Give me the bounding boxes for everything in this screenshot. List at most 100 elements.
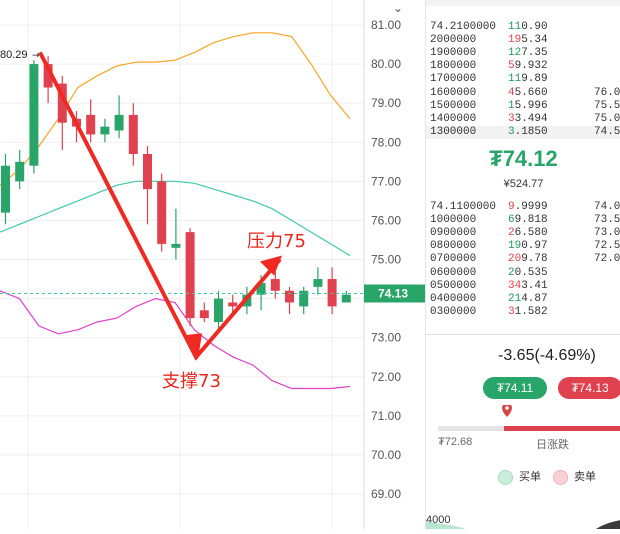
- order-level: 73.0: [594, 227, 620, 240]
- order-price: 0700000: [430, 253, 477, 266]
- candle: [327, 267, 337, 315]
- legend-sell[interactable]: 卖单: [553, 468, 596, 485]
- y-axis-tick-label: 70.00: [371, 448, 401, 462]
- order-qty: 26.580: [508, 227, 548, 240]
- candle-body: [214, 298, 223, 323]
- candle-body: [327, 279, 337, 307]
- candle-body: [256, 282, 266, 295]
- legend-buy[interactable]: 买单: [498, 468, 541, 485]
- ask-row[interactable]: 1400000 33.494 75.0: [426, 113, 620, 126]
- order-level: 72.5: [594, 240, 620, 253]
- candle: [171, 208, 181, 260]
- candle: [270, 271, 280, 299]
- order-qty: 31.582: [508, 305, 548, 318]
- bid-row[interactable]: 0900000 26.580 73.0: [426, 227, 620, 240]
- range-label: 日涨跌: [536, 439, 569, 451]
- current-price-tag-text: 74.13: [378, 287, 408, 301]
- trend-arrow-head-down: [184, 333, 202, 360]
- y-axis-tick-label: 78.00: [371, 135, 401, 149]
- candle: [29, 60, 39, 174]
- candle-body: [285, 290, 294, 303]
- daily-range-bar: [438, 405, 620, 431]
- ask-row[interactable]: 74.2100000 110.90: [426, 21, 620, 34]
- candle: [100, 118, 110, 143]
- candle: [114, 95, 124, 139]
- candlestick-chart[interactable]: 81.0080.0079.0078.0077.0076.0075.0074.00…: [0, 0, 425, 529]
- bid-row[interactable]: 0800000 190.97 72.5: [426, 240, 620, 253]
- candle: [214, 290, 223, 330]
- candle-body: [299, 290, 309, 307]
- candle-body: [157, 181, 167, 244]
- candle-body: [143, 153, 152, 190]
- order-price: 1900000: [430, 47, 477, 60]
- ma-line-pink: [0, 290, 351, 390]
- y-axis-tick-label: 81.00: [371, 18, 401, 32]
- order-level: 75.5: [594, 99, 620, 112]
- candle-body: [57, 83, 67, 123]
- order-price: 1000000: [430, 214, 477, 227]
- y-axis-tick-label: 72.00: [371, 370, 401, 384]
- ma-line-orange: [0, 32, 351, 186]
- y-axis-tick-label: 80.00: [371, 57, 401, 71]
- order-price: 1600000: [430, 86, 477, 99]
- buy-dot-icon: [498, 469, 513, 485]
- candle: [15, 150, 25, 190]
- candle: [86, 99, 96, 143]
- order-price: 1500000: [430, 99, 477, 112]
- order-level: 74.0: [594, 201, 620, 213]
- order-qty: 3.1850: [508, 125, 548, 138]
- location-marker-icon: [502, 405, 512, 417]
- ask-row[interactable]: 1300000 3.1850 74.5: [426, 125, 620, 139]
- candle-body: [15, 161, 25, 182]
- bid-row[interactable]: 0600000 20.535: [426, 267, 620, 280]
- ask-row[interactable]: 1500000 15.996 75.5: [426, 100, 620, 113]
- order-price: 1700000: [430, 73, 477, 86]
- sell-price-button[interactable]: ₮74.13: [558, 377, 620, 399]
- high-marker-label: 80.29: [0, 49, 28, 61]
- ma-line-teal: [0, 180, 351, 257]
- bid-row[interactable]: 0400000 214.87: [426, 293, 620, 306]
- order-level: 75.0: [594, 112, 620, 125]
- ask-row[interactable]: 1900000 127.35: [426, 47, 620, 60]
- ask-row[interactable]: 2000000 195.34: [426, 34, 620, 47]
- bid-row[interactable]: 0500000 343.41: [426, 280, 620, 293]
- order-level: 74.5: [594, 125, 620, 138]
- order-price: 2000000: [430, 34, 477, 47]
- y-axis-tick-label: 75.00: [371, 253, 401, 267]
- ask-row[interactable]: 1600000 45.660 76.0: [426, 87, 620, 100]
- y-axis-tick-label: 69.00: [371, 487, 401, 501]
- order-level: 72.0: [594, 253, 620, 266]
- sell-dot-icon: [553, 469, 568, 485]
- buy-price-button[interactable]: ₮74.11: [483, 377, 547, 399]
- collapse-button[interactable]: [388, 0, 410, 14]
- bid-row[interactable]: 0700000 209.78 72.0: [426, 253, 620, 266]
- candle-body: [199, 310, 209, 319]
- order-qty: 195.34: [508, 34, 548, 47]
- y-axis-tick-label: 77.00: [371, 174, 401, 188]
- y-axis-tick-label: 71.00: [371, 409, 401, 423]
- candle-body: [1, 165, 10, 213]
- price-chart[interactable]: 81.0080.0079.0078.0077.0076.0075.0074.00…: [0, 0, 425, 529]
- candle: [313, 267, 323, 295]
- candle: [157, 173, 167, 252]
- bid-row[interactable]: 0300000 31.582: [426, 306, 620, 319]
- order-price: 0400000: [430, 292, 477, 305]
- trend-arrow: [38, 51, 282, 361]
- candle: [228, 294, 238, 315]
- order-price: 0900000: [430, 227, 477, 240]
- candle: [199, 302, 209, 323]
- order-qty: 119.89: [508, 73, 548, 86]
- order-qty: 110.90: [508, 21, 548, 33]
- current-price-cny: ¥524.77: [503, 178, 544, 190]
- order-price: 0800000: [430, 240, 477, 253]
- ask-row[interactable]: 1800000 59.932: [426, 60, 620, 73]
- resistance-annotation: 压力75: [247, 231, 306, 252]
- collapse-icon[interactable]: ⌄: [393, 1, 403, 15]
- order-book-panel: 74.2100000 110.90 2000000 195.34 1900000 127.…: [425, 0, 620, 529]
- candle-body: [128, 114, 138, 154]
- candle-body: [29, 64, 39, 166]
- bid-row[interactable]: 74.1100000 9.9999 74.0: [426, 201, 620, 214]
- order-level: 76.0: [594, 86, 620, 99]
- bid-row[interactable]: 1000000 69.818 73.5: [426, 214, 620, 227]
- ask-row[interactable]: 1700000 119.89: [426, 73, 620, 86]
